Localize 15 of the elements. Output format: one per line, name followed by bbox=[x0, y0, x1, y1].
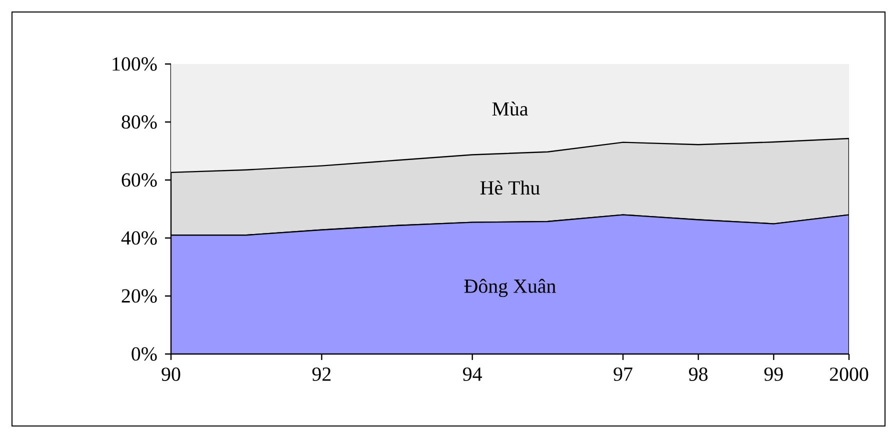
y-tick-label: 20% bbox=[122, 289, 157, 303]
x-tick-label: 94 bbox=[463, 368, 482, 381]
x-tick-label: 99 bbox=[764, 368, 783, 381]
series-label: Hè Thu bbox=[480, 180, 540, 195]
y-tick-label: 40% bbox=[121, 231, 157, 245]
x-tick-label: 97 bbox=[614, 368, 632, 381]
y-tick-label: 0% bbox=[132, 347, 157, 361]
series-label: Đông Xuân bbox=[464, 278, 556, 298]
y-tick-label: 60% bbox=[122, 173, 157, 187]
y-tick-label: 80% bbox=[122, 115, 157, 129]
x-tick-label: 2000 bbox=[830, 368, 868, 381]
x-tick-label: 92 bbox=[312, 368, 331, 381]
y-tick-label: 100% bbox=[112, 57, 157, 71]
x-tick-label: 90 bbox=[162, 368, 180, 381]
x-tick-label: 98 bbox=[689, 368, 708, 381]
